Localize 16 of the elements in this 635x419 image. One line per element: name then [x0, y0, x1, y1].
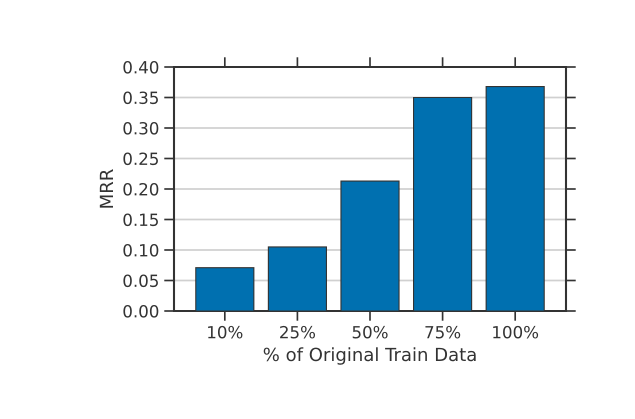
y-tick-label: 0.10	[123, 244, 158, 257]
y-tick-label: 0.40	[123, 60, 158, 74]
y-tick-label: 0.30	[123, 122, 158, 135]
x-tick-label: 10%	[208, 326, 242, 338]
y-tick-label: 0.00	[123, 304, 158, 318]
y-axis-title: MRR	[100, 169, 113, 208]
x-axis-title: % of Original Train Data	[264, 347, 476, 365]
y-tick-label: 0.25	[123, 152, 158, 166]
y-tick-label: 0.05	[123, 274, 158, 288]
y-tick-label: 0.15	[123, 213, 158, 226]
x-tick-label: 100%	[493, 326, 538, 338]
y-tick-label: 0.35	[123, 91, 158, 104]
x-tick-label: 75%	[425, 326, 460, 338]
x-tick-label: 50%	[352, 326, 388, 338]
y-tick-label: 0.20	[123, 182, 158, 196]
x-tick-label: 25%	[280, 326, 316, 338]
